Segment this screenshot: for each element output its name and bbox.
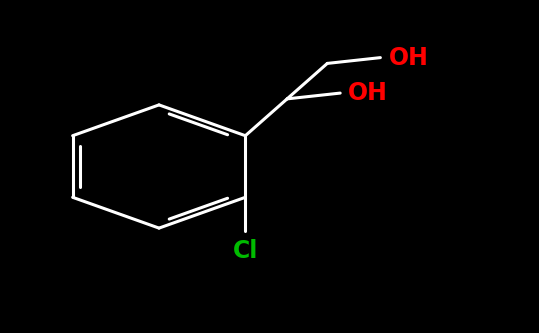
Text: OH: OH (348, 81, 388, 105)
Text: Cl: Cl (233, 239, 258, 263)
Text: OH: OH (389, 46, 429, 70)
